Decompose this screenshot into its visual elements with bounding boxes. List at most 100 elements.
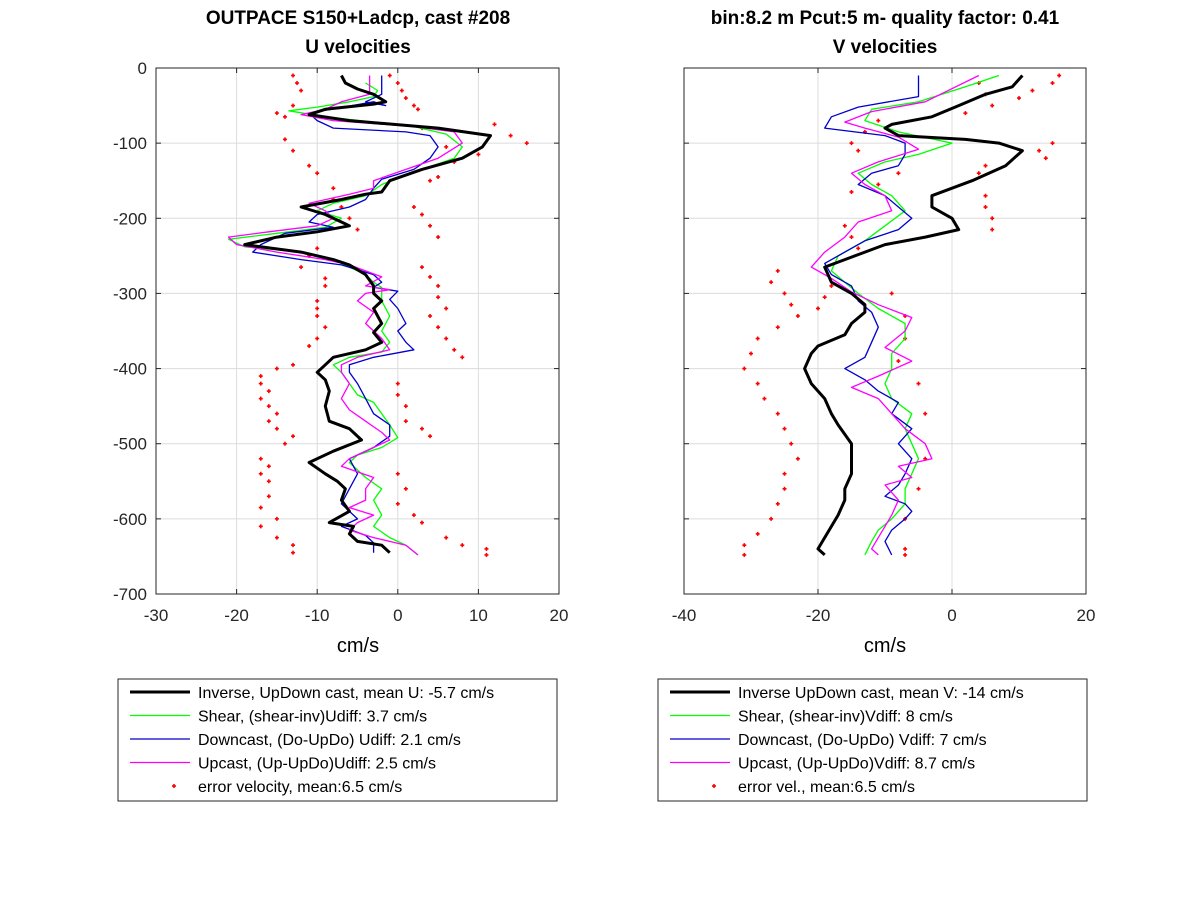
panel-v: bin:8.2 m Pcut:5 m- quality factor: 0.41… bbox=[672, 8, 1096, 657]
panel-v-ticks: -40 -20 0 20 bbox=[672, 67, 1096, 625]
error-velocity-point bbox=[1017, 96, 1021, 101]
error-velocity-point bbox=[274, 426, 279, 431]
error-velocity-point bbox=[315, 313, 320, 318]
error-velocity-point bbox=[403, 486, 408, 491]
error-velocity-point bbox=[436, 295, 441, 300]
series-line-3 bbox=[227, 75, 463, 556]
legend-label: Shear, (shear-inv)Vdiff: 8 cm/s bbox=[738, 709, 953, 726]
legend-marker-dot bbox=[712, 784, 716, 788]
error-velocity-point bbox=[889, 291, 894, 296]
error-velocity-point bbox=[403, 404, 408, 409]
panel-u-title: OUTPACE S150+Ladcp, cast #208 bbox=[206, 8, 510, 29]
error-velocity-point bbox=[315, 171, 320, 176]
error-velocity-point bbox=[1037, 148, 1042, 153]
legend-marker-dot bbox=[172, 784, 176, 788]
error-velocity-point bbox=[775, 325, 780, 330]
error-velocity-point bbox=[428, 313, 433, 318]
legend-label: Downcast, (Do-UpDo) Udiff: 2.1 cm/s bbox=[198, 732, 461, 749]
error-velocity-point bbox=[976, 171, 981, 176]
error-velocity-point bbox=[983, 193, 988, 198]
error-velocity-point bbox=[444, 336, 449, 341]
error-velocity-point bbox=[315, 306, 320, 311]
error-velocity-point bbox=[742, 552, 747, 557]
x-tick-label: 20 bbox=[1077, 606, 1096, 625]
error-velocity-point bbox=[1043, 156, 1048, 161]
legend-v-box bbox=[657, 678, 1088, 802]
error-velocity-point bbox=[742, 543, 747, 548]
x-tick-label: 0 bbox=[947, 606, 956, 625]
error-velocity-point bbox=[795, 313, 800, 318]
error-velocity-point bbox=[775, 501, 780, 506]
error-velocity-point bbox=[444, 306, 449, 311]
error-velocity-point bbox=[411, 103, 416, 108]
error-velocity-point bbox=[762, 396, 767, 401]
y-tick-label: -500 bbox=[113, 435, 147, 454]
error-velocity-point bbox=[524, 141, 529, 146]
error-velocity-point bbox=[1050, 141, 1055, 146]
error-velocity-point bbox=[323, 283, 328, 288]
error-velocity-point bbox=[428, 223, 433, 228]
error-velocity-point bbox=[291, 550, 296, 555]
error-velocity-point bbox=[749, 351, 753, 356]
legend-v: Inverse UpDown cast, mean V: -14 cm/s She… bbox=[657, 678, 1088, 802]
legend-u-box bbox=[117, 678, 558, 802]
error-velocity-point bbox=[282, 137, 287, 142]
error-velocity-point bbox=[1050, 81, 1055, 86]
panel-v-title: bin:8.2 m Pcut:5 m- quality factor: 0.41 bbox=[711, 8, 1060, 29]
error-velocity-point bbox=[829, 283, 834, 288]
error-velocity-point bbox=[387, 73, 392, 78]
error-velocity-point bbox=[282, 114, 287, 119]
error-velocity-point bbox=[411, 513, 416, 518]
error-velocity-point bbox=[795, 456, 800, 461]
error-velocity-point bbox=[315, 298, 320, 303]
error-velocity-point bbox=[963, 111, 968, 116]
legend-u: Inverse, UpDown cast, mean U: -5.7 cm/s S… bbox=[117, 678, 558, 802]
error-velocity-point bbox=[896, 359, 901, 364]
error-velocity-point bbox=[444, 535, 449, 540]
error-velocity-point bbox=[399, 88, 404, 93]
error-velocity-point bbox=[983, 205, 988, 210]
panel-v-series bbox=[742, 73, 1062, 557]
error-velocity-point bbox=[299, 88, 304, 93]
error-velocity-point bbox=[395, 381, 400, 386]
error-velocity-point bbox=[291, 434, 296, 439]
error-velocity-point bbox=[755, 531, 760, 536]
x-tick-label: -20 bbox=[806, 606, 831, 625]
error-velocity-point bbox=[295, 81, 300, 86]
legend-label: Shear, (shear-inv)Udiff: 3.7 cm/s bbox=[198, 709, 427, 726]
y-tick-label: -100 bbox=[113, 134, 147, 153]
error-velocity-point bbox=[1030, 88, 1035, 93]
x-tick-label: 0 bbox=[393, 606, 402, 625]
error-velocity-point bbox=[274, 366, 279, 371]
error-velocity-point bbox=[436, 283, 441, 288]
error-velocity-point bbox=[903, 552, 908, 557]
series-line-0 bbox=[803, 74, 1024, 557]
panel-u-subtitle: U velocities bbox=[305, 37, 411, 58]
error-velocity-point bbox=[782, 471, 787, 476]
error-velocity-point bbox=[876, 182, 881, 187]
y-tick-label: -400 bbox=[113, 360, 147, 379]
error-velocity-point bbox=[990, 216, 995, 221]
error-velocity-point bbox=[460, 355, 465, 360]
x-tick-label: -10 bbox=[305, 606, 330, 625]
panel-v-xlabel: cm/s bbox=[864, 635, 906, 657]
error-velocity-point bbox=[291, 73, 296, 78]
x-tick-label: 20 bbox=[550, 606, 569, 625]
error-velocity-point bbox=[742, 366, 747, 371]
error-velocity-point bbox=[508, 133, 513, 138]
x-tick-label: -40 bbox=[672, 606, 697, 625]
error-velocity-point bbox=[849, 189, 854, 194]
error-velocity-point bbox=[411, 205, 416, 210]
y-tick-label: 0 bbox=[138, 59, 147, 78]
panel-u-axes-box bbox=[155, 67, 560, 595]
error-velocity-point bbox=[403, 96, 408, 101]
error-velocity-point bbox=[990, 103, 995, 108]
error-velocity-point bbox=[291, 103, 296, 108]
error-velocity-point bbox=[291, 543, 296, 548]
error-velocity-point bbox=[923, 411, 928, 416]
error-velocity-point bbox=[822, 295, 827, 300]
error-velocity-point bbox=[419, 426, 424, 431]
error-velocity-point bbox=[258, 456, 263, 461]
x-tick-label: -20 bbox=[224, 606, 249, 625]
legend-u-entries: Inverse, UpDown cast, mean U: -5.7 cm/s S… bbox=[130, 685, 494, 796]
